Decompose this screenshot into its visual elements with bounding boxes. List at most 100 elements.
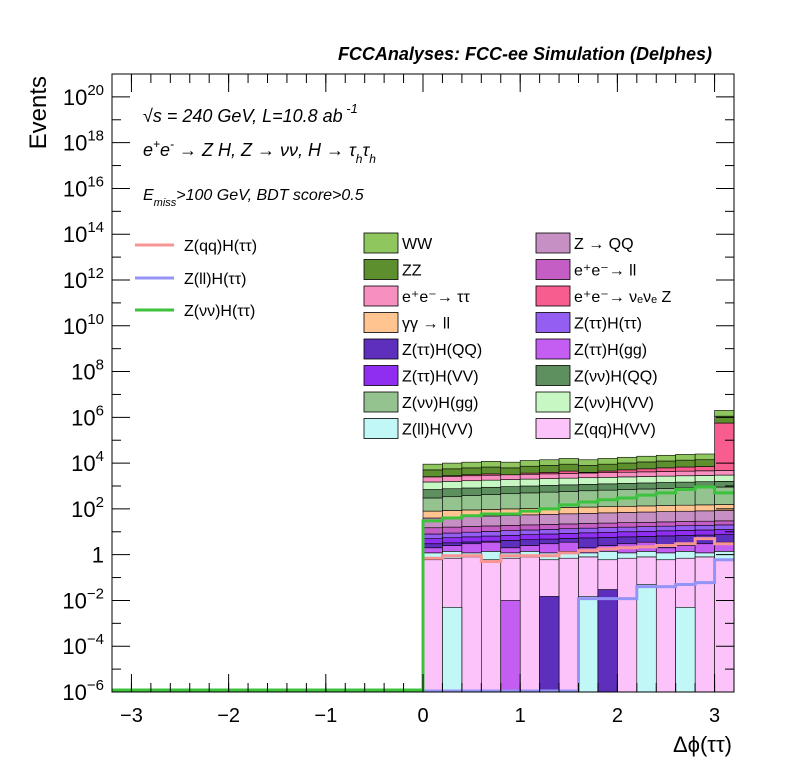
stack-bar-segment	[422, 481, 443, 490]
legend-swatch	[535, 285, 571, 307]
stack-bar-segment	[675, 525, 696, 531]
annotation-cuts: Emiss>100 GeV, BDT score>0.5	[143, 187, 364, 209]
signal-line	[112, 558, 734, 693]
stack-bar-segment	[694, 470, 715, 476]
stack-bar-segment	[694, 510, 715, 522]
stack-bar-segment	[597, 551, 618, 561]
y-tick-label: 10−6	[62, 677, 104, 705]
stack-bar-segment	[558, 538, 579, 543]
stack-bar-segment	[636, 455, 657, 463]
stack-bar-segment	[655, 482, 676, 489]
stack-bar-segment	[519, 529, 540, 535]
stack-bar-segment	[481, 515, 502, 527]
stack-bar-segment	[519, 534, 540, 541]
stack-bar-segment	[558, 484, 579, 492]
y-tick-label: 102	[71, 494, 104, 522]
stack-bar-segment	[636, 476, 657, 484]
stack-bar-segment	[422, 547, 443, 554]
stack-bar-segment	[519, 514, 540, 526]
stack-bar-segment	[481, 551, 502, 561]
stack-bar-segment	[617, 462, 638, 471]
stack-bar-segment	[422, 476, 443, 483]
stack-bar-segment	[714, 510, 735, 522]
stack-bar-segment	[617, 505, 638, 513]
stack-bar-segment	[597, 476, 618, 485]
stack-bar-segment	[481, 479, 502, 488]
svg-text:e+e- → Z H, Z → νν, H → τhτh: e+e- → Z H, Z → νν, H → τhτh	[143, 137, 376, 166]
stack-bar-segment	[675, 454, 696, 461]
y-tick-label: 1012	[63, 265, 104, 293]
stack-bar-segment	[500, 525, 521, 531]
stack-bar-segment	[461, 480, 482, 489]
legend-label: Z(νν)H(VV)	[574, 395, 654, 412]
stack-bar-low	[578, 596, 599, 693]
stack-bar-segment	[655, 475, 676, 483]
y-axis-label: Events	[25, 76, 52, 149]
stack-bar-segment	[558, 470, 579, 474]
legend-label: WW	[402, 236, 433, 253]
stack-bar-segment	[714, 470, 735, 476]
y-tick-label: 1010	[63, 311, 104, 339]
y-tick-label: 1020	[63, 82, 104, 110]
signal-line	[112, 485, 734, 692]
stack-bar-segment	[636, 526, 657, 532]
stack-bar-segment	[675, 504, 696, 512]
legend-label: Z(ττ)H(ττ)	[574, 316, 642, 333]
stack-bar-segment	[714, 504, 735, 511]
x-axis-label: Δϕ(ττ)	[673, 732, 732, 757]
stack-bar-segment	[442, 537, 463, 544]
stack-bar-segment	[558, 541, 579, 552]
stack-bar-segment	[675, 459, 696, 468]
svg-text:Emiss>100 GeV, BDT score>0.5: Emiss>100 GeV, BDT score>0.5	[143, 187, 364, 209]
stack-bar-segment	[597, 537, 618, 546]
legend-signal-label: Z(νν)H(ττ)	[184, 303, 255, 320]
stack-bar-segment	[617, 471, 638, 478]
stack-bar-segment	[442, 526, 463, 534]
stack-bar-segment	[597, 458, 618, 465]
stack-bar-segment	[422, 489, 443, 499]
stack-bar-segment	[636, 482, 657, 490]
stack-bar-segment	[578, 465, 599, 473]
stack-bar-segment	[461, 467, 482, 476]
stack-bar-segment	[558, 533, 579, 539]
stack-bar-segment	[675, 470, 696, 477]
stack-bar-segment	[675, 466, 696, 472]
stack-bar-segment	[655, 521, 676, 527]
stack-bar-segment	[714, 534, 735, 543]
stack-bar-segment	[617, 557, 638, 693]
legend-swatch	[535, 312, 571, 333]
legend-label: e⁺e⁻→ ll	[574, 263, 636, 280]
stack-bar-segment	[655, 505, 676, 512]
stack-bar-segment	[442, 488, 463, 498]
legend-label: e⁺e⁻→ νₑνₑ Z	[574, 289, 671, 306]
stack-bar-segment	[636, 551, 657, 558]
stack-bar-segment	[655, 467, 676, 472]
stack-bar-segment	[597, 506, 618, 514]
stack-bar-segment	[442, 462, 463, 470]
legend-swatch	[363, 391, 399, 413]
stack-bar-segment	[500, 530, 521, 536]
stack-bar-segment	[442, 545, 463, 552]
annotation-energy: √s = 240 GeV, L=10.8 ab -1	[143, 101, 358, 126]
legend-swatch	[363, 285, 399, 307]
y-tick-label: 10−4	[62, 631, 104, 659]
legend-swatch	[535, 259, 571, 280]
stack-bar-segment	[558, 557, 579, 693]
stack-bar-segment	[655, 530, 676, 537]
stack-bar-segment	[422, 559, 443, 693]
stack-bar-segment	[558, 463, 579, 472]
stack-bar-segment	[539, 514, 560, 525]
stack-bar-segment	[694, 459, 715, 467]
stack-bar-segment	[442, 532, 463, 539]
stack-bar-segment	[714, 520, 735, 526]
stack-bar-segment	[597, 522, 618, 528]
legend-swatch	[363, 365, 399, 386]
stack-bar-segment	[422, 469, 443, 478]
stack-bar-segment	[597, 527, 618, 533]
stack-bar-low	[442, 607, 463, 693]
stack-bar-segment	[519, 539, 540, 546]
y-tick-label: 10−2	[62, 585, 104, 613]
stack-bar-segment	[694, 504, 715, 512]
stack-bar-segment	[481, 460, 502, 468]
